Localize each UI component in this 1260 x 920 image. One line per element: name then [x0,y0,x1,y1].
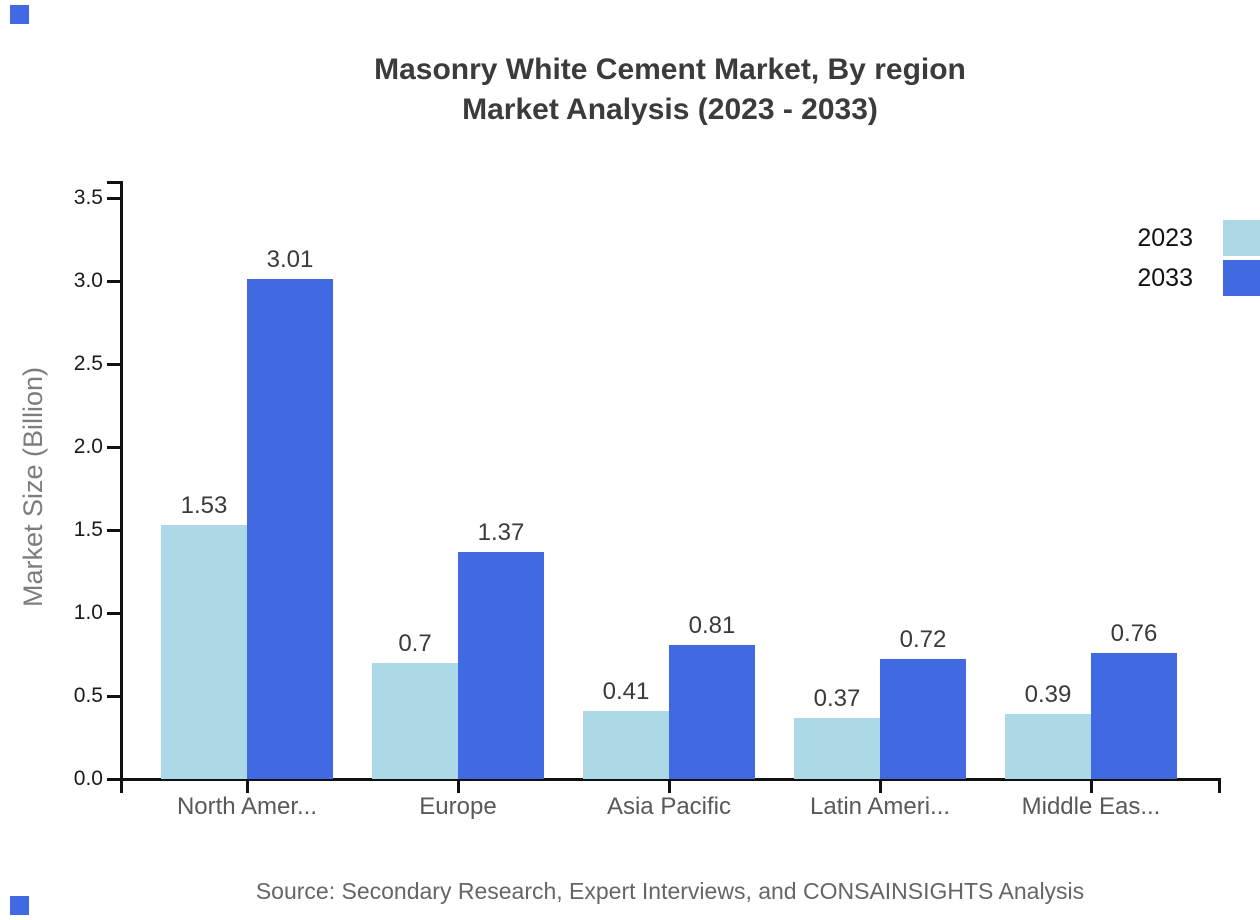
value-label: 1.37 [477,519,525,546]
value-label: 3.01 [266,246,314,273]
category-label: Middle Eas... [1021,793,1161,820]
bar-2033-1 [458,552,544,779]
value-label: 0.76 [1110,620,1158,647]
y-tick [107,280,121,283]
y-tick-label: 0.0 [73,767,103,790]
legend-swatch-2023 [1223,220,1260,256]
legend-label-2023: 2023 [1137,224,1193,252]
y-tick [107,529,121,532]
value-label: 1.53 [180,492,228,519]
y-axis-title: Market Size (Billion) [18,366,48,608]
x-tick [668,779,671,793]
y-tick-label: 2.0 [73,435,103,458]
y-tick [107,612,121,615]
y-tick-label: 0.5 [73,684,103,707]
value-label: 0.72 [899,626,947,653]
bar-2023-3 [794,718,880,779]
bar-2023-2 [583,711,669,779]
chart-title-line2: Market Analysis (2023 - 2033) [462,93,878,126]
x-axis-end-tick [1218,778,1221,793]
source-note: Source: Secondary Research, Expert Inter… [255,878,1085,904]
value-label: 0.41 [602,678,650,705]
category-label: Europe [419,793,497,820]
x-tick [457,779,460,793]
y-tick-label: 1.0 [73,601,103,624]
chart-title-line1: Masonry White Cement Market, By region [374,53,966,86]
y-tick [107,778,121,781]
y-axis-end-cap [107,181,121,184]
y-tick-label: 3.0 [73,269,103,292]
y-tick [107,197,121,200]
brand-square-top-left [10,5,29,24]
chart-title: Masonry White Cement Market, By region M… [80,50,1260,130]
legend-swatch-2033 [1223,260,1260,296]
bar-2033-0 [247,279,333,779]
value-label: 0.81 [688,612,736,639]
y-tick [107,446,121,449]
x-tick [246,779,249,793]
x-axis-line [107,778,1221,781]
brand-square-bottom-left [10,896,29,915]
y-tick-label: 1.5 [73,518,103,541]
category-label: Latin Ameri... [809,793,951,820]
bar-2023-1 [372,663,458,779]
bar-2033-2 [669,645,755,779]
value-label: 0.39 [1024,681,1072,708]
y-tick-label: 3.5 [73,186,103,209]
category-label: Asia Pacific [606,793,732,820]
y-tick-label: 2.5 [73,352,103,375]
bar-2033-4 [1091,653,1177,779]
x-tick [879,779,882,793]
value-label: 0.7 [398,630,432,657]
bar-2033-3 [880,659,966,779]
y-tick [107,695,121,698]
x-tick [1090,779,1093,793]
y-axis-line [120,181,123,793]
value-label: 0.37 [813,685,861,712]
bar-2023-0 [161,525,247,779]
category-label: North Amer... [176,793,318,820]
legend-label-2033: 2033 [1137,264,1193,292]
bar-2023-4 [1005,714,1091,779]
y-tick [107,363,121,366]
